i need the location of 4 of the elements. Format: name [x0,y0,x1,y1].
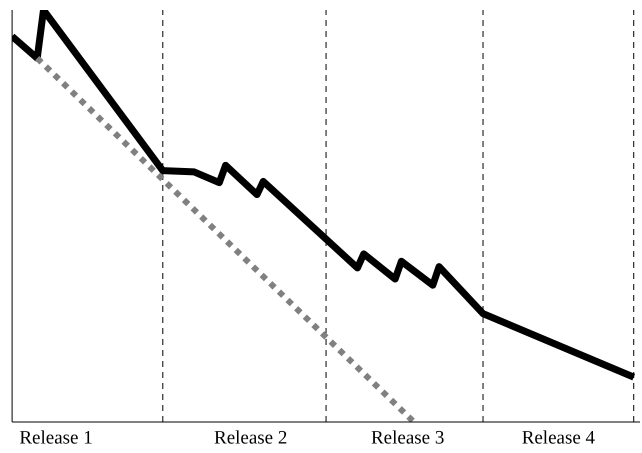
x-tick-label: Release 2 [214,427,288,448]
x-tick-label: Release 1 [19,427,93,448]
x-tick-label: Release 3 [371,427,444,448]
x-tick-label: Release 4 [522,427,596,448]
